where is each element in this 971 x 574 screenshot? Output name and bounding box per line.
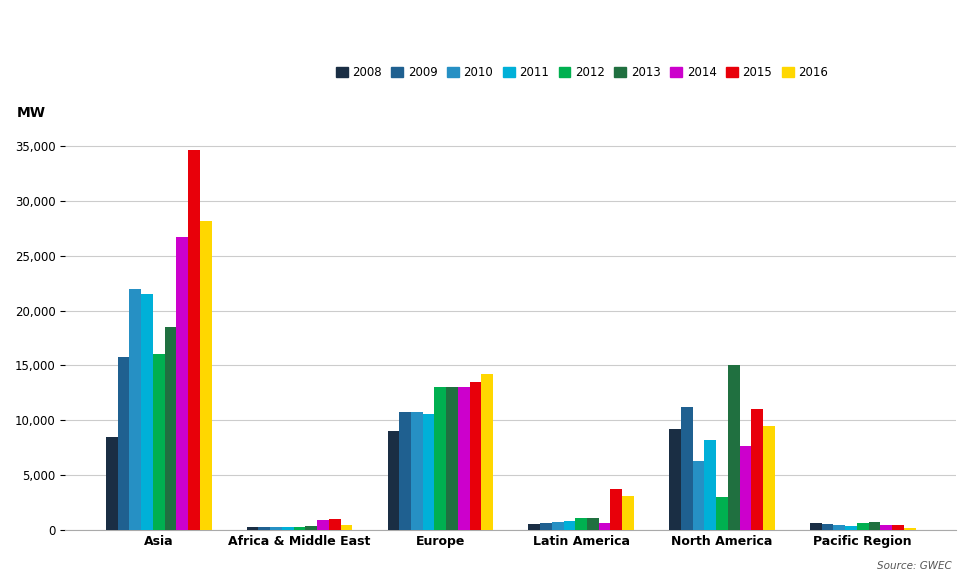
Bar xyxy=(200,221,212,530)
Bar xyxy=(611,489,622,530)
Bar xyxy=(704,440,716,530)
Legend: 2008, 2009, 2010, 2011, 2012, 2013, 2014, 2015, 2016: 2008, 2009, 2010, 2011, 2012, 2013, 2014… xyxy=(331,61,833,84)
Bar xyxy=(575,518,587,530)
Bar xyxy=(881,525,892,530)
Bar xyxy=(728,366,740,530)
Bar xyxy=(563,521,575,530)
Bar xyxy=(821,524,833,530)
Bar xyxy=(740,447,752,530)
Bar xyxy=(856,523,869,530)
Bar xyxy=(540,523,552,530)
Bar xyxy=(306,526,318,530)
Bar xyxy=(387,431,399,530)
Bar xyxy=(622,496,634,530)
Bar xyxy=(692,461,704,530)
Bar xyxy=(470,382,482,530)
Bar xyxy=(188,150,200,530)
Bar xyxy=(752,409,763,530)
Bar xyxy=(892,525,904,530)
Bar xyxy=(293,527,306,530)
Bar xyxy=(599,523,611,530)
Bar xyxy=(422,413,434,530)
Bar xyxy=(810,523,821,530)
Bar xyxy=(318,520,329,530)
Bar xyxy=(270,528,282,530)
Bar xyxy=(247,528,258,530)
Bar xyxy=(904,528,916,530)
Bar xyxy=(845,526,856,530)
Bar xyxy=(763,425,775,530)
Bar xyxy=(399,413,411,530)
Bar xyxy=(258,528,270,530)
Bar xyxy=(482,374,493,530)
Text: ANNUAL INSTALLED CAPACITY BY REGION 2008-2016: ANNUAL INSTALLED CAPACITY BY REGION 2008… xyxy=(288,13,683,28)
Bar xyxy=(411,413,422,530)
Bar xyxy=(434,387,447,530)
Bar xyxy=(117,356,129,530)
Bar xyxy=(528,524,540,530)
Bar xyxy=(869,522,881,530)
Bar xyxy=(282,528,293,530)
Bar xyxy=(129,289,141,530)
Bar xyxy=(552,522,563,530)
Bar xyxy=(177,237,188,530)
Bar xyxy=(152,354,165,530)
Bar xyxy=(716,497,728,530)
Bar xyxy=(447,387,458,530)
Bar xyxy=(669,429,681,530)
Bar xyxy=(458,387,470,530)
Bar xyxy=(106,437,117,530)
Bar xyxy=(833,525,845,530)
Bar xyxy=(341,525,352,530)
Bar xyxy=(141,294,152,530)
Text: MW: MW xyxy=(17,106,46,121)
Bar xyxy=(329,519,341,530)
Bar xyxy=(681,407,692,530)
Bar xyxy=(165,327,177,530)
Text: Source: GWEC: Source: GWEC xyxy=(877,561,952,571)
Bar xyxy=(587,518,599,530)
